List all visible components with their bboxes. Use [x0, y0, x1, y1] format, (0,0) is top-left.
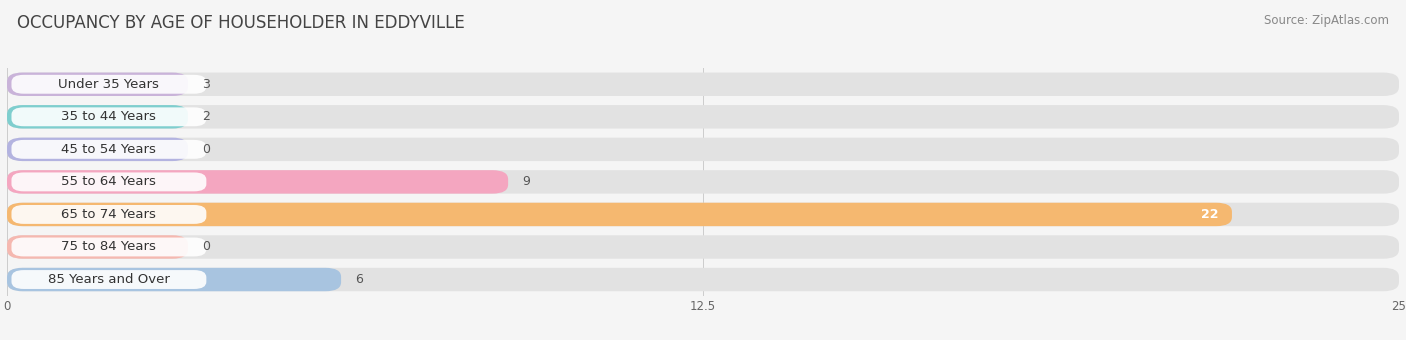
FancyBboxPatch shape	[7, 72, 188, 96]
Text: 55 to 64 Years: 55 to 64 Years	[62, 175, 156, 188]
FancyBboxPatch shape	[11, 75, 207, 94]
FancyBboxPatch shape	[11, 238, 207, 256]
FancyBboxPatch shape	[7, 105, 1399, 129]
FancyBboxPatch shape	[7, 268, 1399, 291]
Text: 85 Years and Over: 85 Years and Over	[48, 273, 170, 286]
Text: OCCUPANCY BY AGE OF HOUSEHOLDER IN EDDYVILLE: OCCUPANCY BY AGE OF HOUSEHOLDER IN EDDYV…	[17, 14, 464, 32]
Text: Under 35 Years: Under 35 Years	[59, 78, 159, 91]
FancyBboxPatch shape	[11, 172, 207, 191]
FancyBboxPatch shape	[7, 138, 188, 161]
Text: 3: 3	[202, 78, 209, 91]
FancyBboxPatch shape	[11, 140, 207, 159]
FancyBboxPatch shape	[11, 107, 207, 126]
Text: 35 to 44 Years: 35 to 44 Years	[62, 110, 156, 123]
Text: 0: 0	[202, 240, 209, 254]
Text: 0: 0	[202, 143, 209, 156]
FancyBboxPatch shape	[7, 170, 1399, 193]
FancyBboxPatch shape	[7, 203, 1399, 226]
FancyBboxPatch shape	[7, 170, 508, 193]
FancyBboxPatch shape	[11, 205, 207, 224]
FancyBboxPatch shape	[7, 138, 1399, 161]
Text: 6: 6	[354, 273, 363, 286]
Text: 75 to 84 Years: 75 to 84 Years	[62, 240, 156, 254]
FancyBboxPatch shape	[7, 235, 188, 259]
Text: 45 to 54 Years: 45 to 54 Years	[62, 143, 156, 156]
FancyBboxPatch shape	[7, 72, 1399, 96]
FancyBboxPatch shape	[7, 268, 342, 291]
Text: 2: 2	[202, 110, 209, 123]
FancyBboxPatch shape	[11, 270, 207, 289]
Text: Source: ZipAtlas.com: Source: ZipAtlas.com	[1264, 14, 1389, 27]
Text: 9: 9	[522, 175, 530, 188]
FancyBboxPatch shape	[7, 105, 188, 129]
Text: 65 to 74 Years: 65 to 74 Years	[62, 208, 156, 221]
Text: 22: 22	[1201, 208, 1218, 221]
FancyBboxPatch shape	[7, 235, 1399, 259]
FancyBboxPatch shape	[7, 203, 1232, 226]
